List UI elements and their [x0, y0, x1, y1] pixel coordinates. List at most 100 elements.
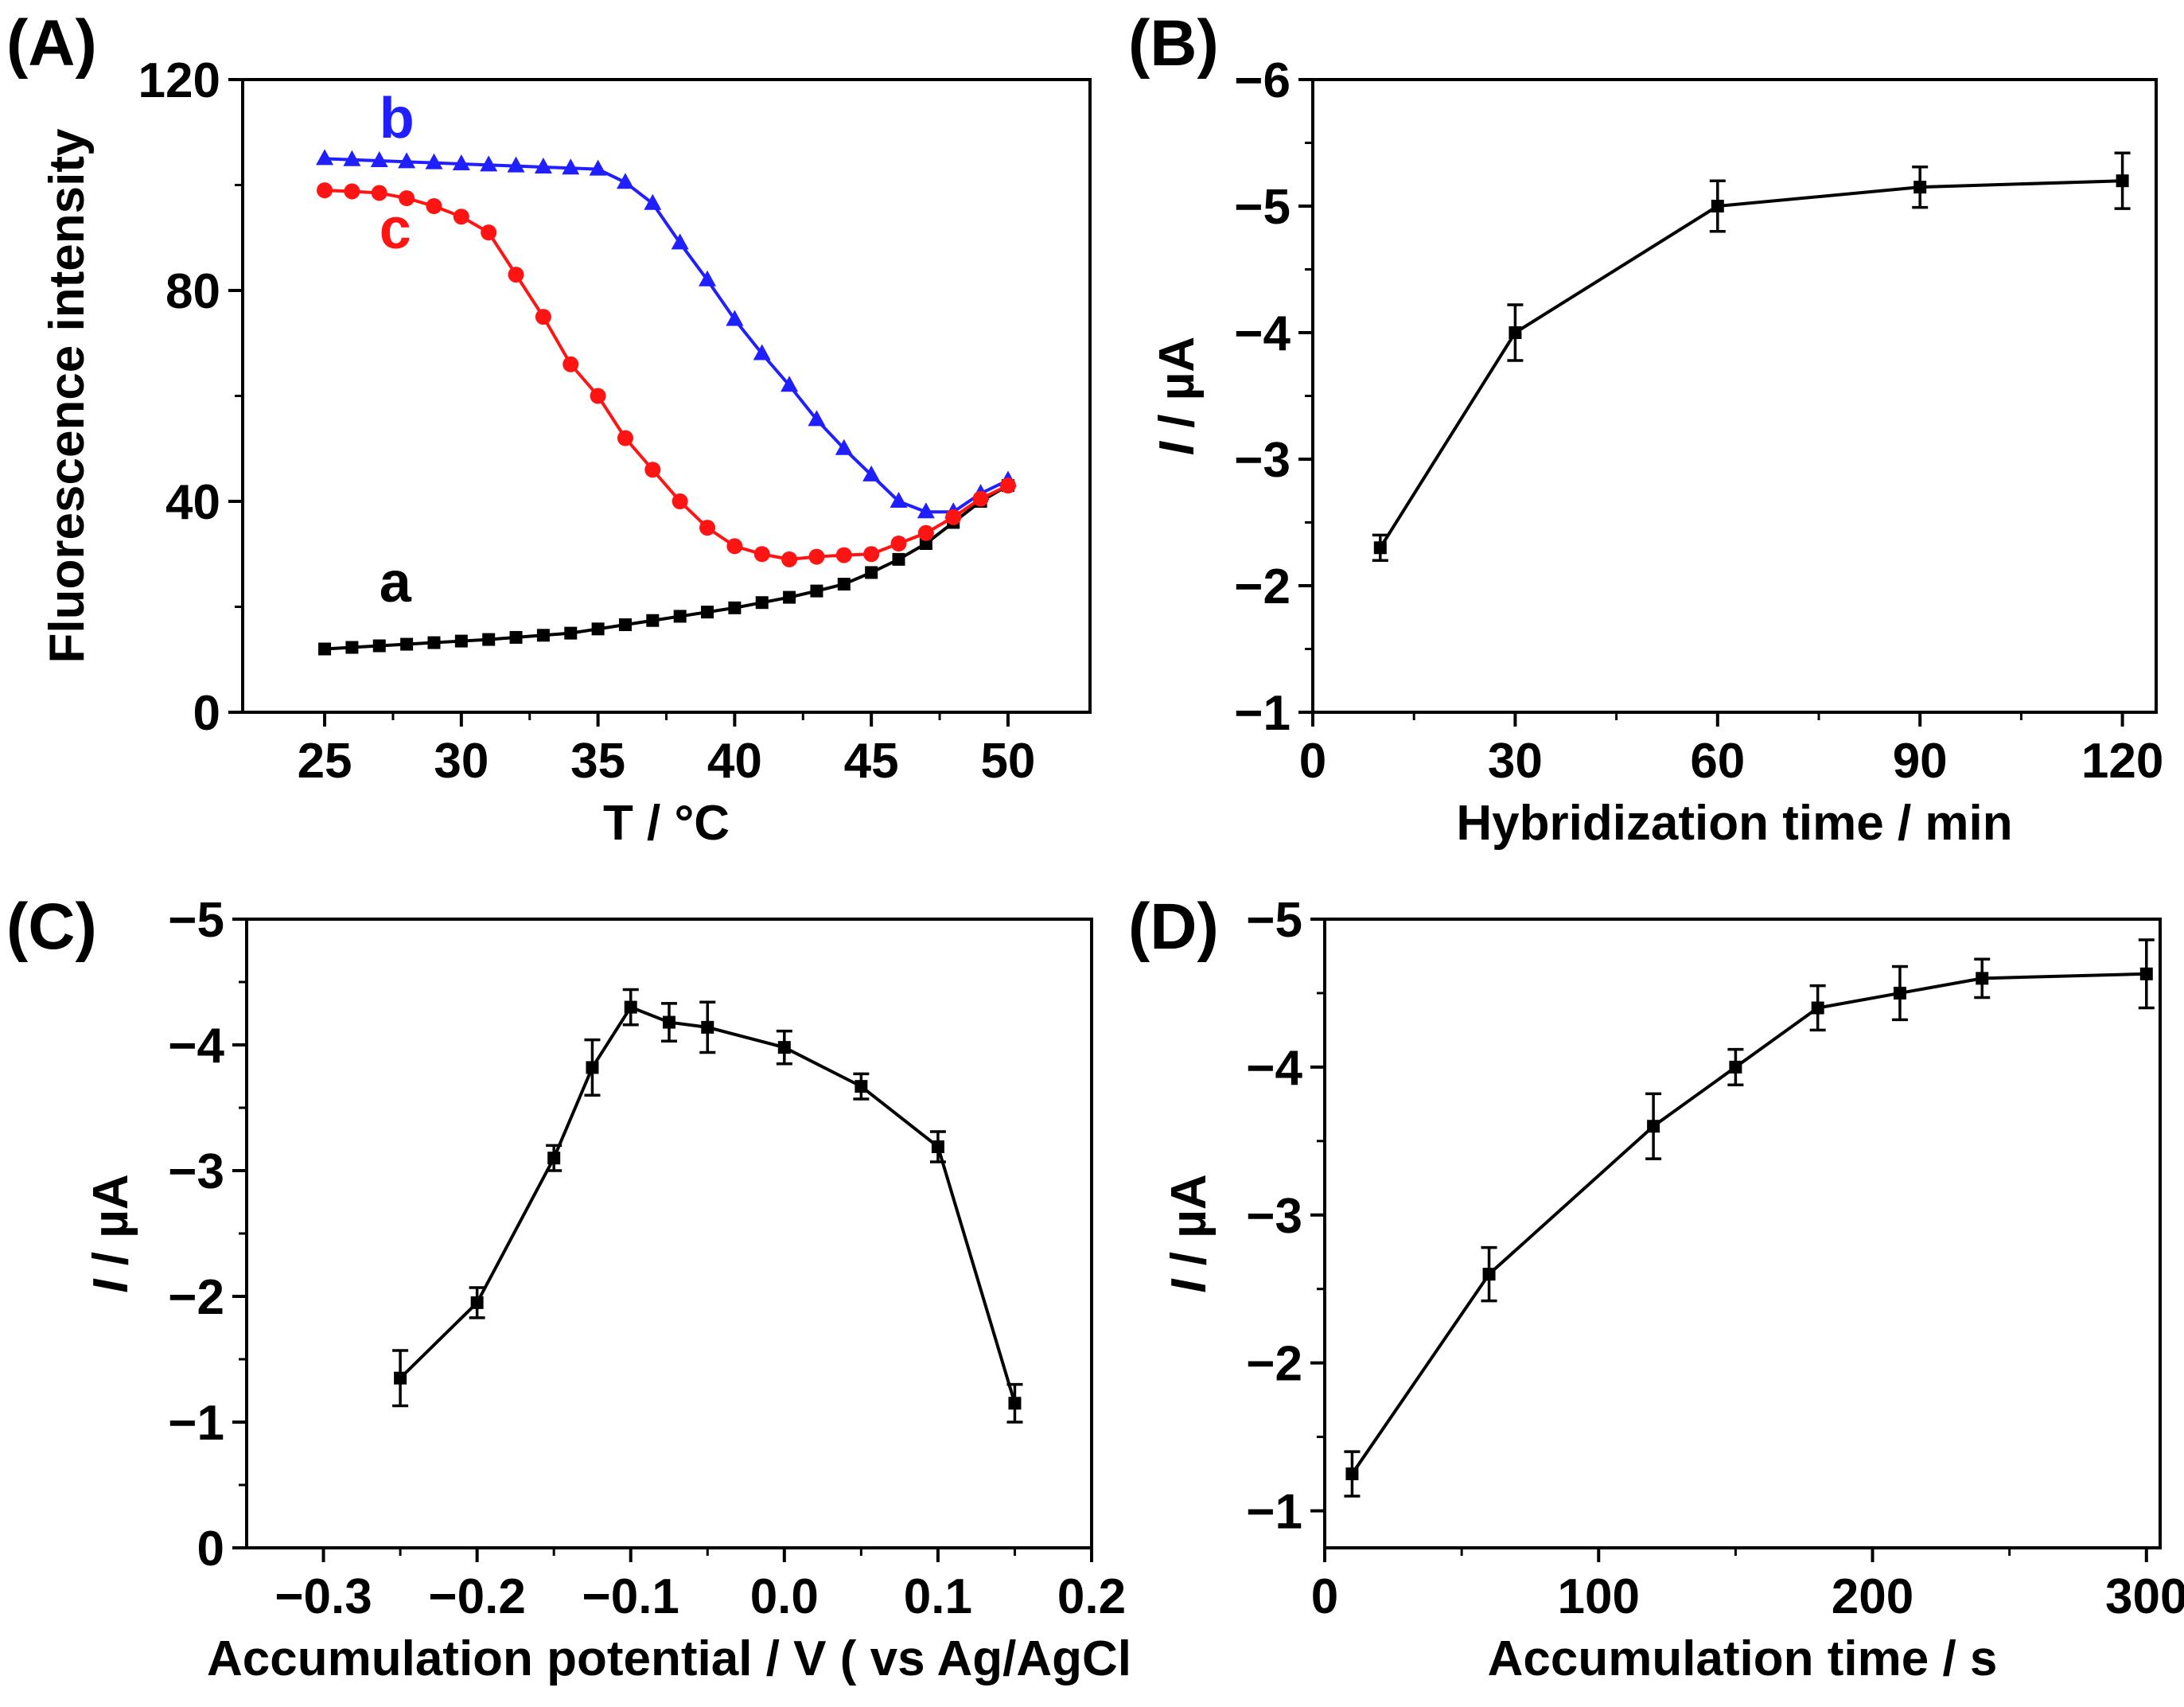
x-tick-label: 0.0	[750, 1569, 819, 1624]
y-axis-title: I / µA	[1162, 1174, 1217, 1292]
data-point	[835, 547, 852, 563]
y-tick-label: 120	[138, 53, 220, 108]
panel-c: −0.3 −0.2 −0.1 0.0 0.1 0.2 0 −1 −2 −3 −4 −5 (C) Accum…	[6, 891, 1131, 1686]
data-point	[855, 1080, 868, 1093]
x-tick-label: 100	[1558, 1569, 1640, 1624]
x-tick-label: −0.1	[582, 1569, 679, 1624]
data-point	[781, 551, 798, 567]
data-point	[344, 183, 360, 200]
data-point	[426, 198, 442, 214]
data-point	[2116, 174, 2129, 188]
y-axis-title-symbol: I	[1162, 1278, 1217, 1293]
data-point	[400, 637, 414, 651]
data-point	[672, 493, 688, 509]
data-point	[1711, 200, 1724, 212]
data-point	[482, 633, 496, 646]
data-point	[564, 626, 578, 640]
data-point	[917, 524, 934, 541]
data-point	[398, 152, 416, 169]
y-tick-label: −5	[1246, 893, 1302, 948]
data-point	[318, 642, 332, 656]
y-tick-label: 0	[197, 1522, 224, 1576]
y-tick-label: −4	[1234, 306, 1291, 361]
data-point	[345, 641, 359, 654]
y-tick-label: 40	[165, 475, 220, 530]
x-tick-label: −0.2	[428, 1569, 525, 1624]
y-tick-label: −3	[168, 1144, 224, 1199]
data-point	[699, 520, 716, 536]
y-axis-title-unit: / µA	[1150, 337, 1205, 442]
data-point	[783, 590, 796, 604]
y-tick-label: −1	[1246, 1485, 1302, 1540]
series-b	[316, 149, 1017, 519]
data-point	[646, 614, 660, 627]
data-point	[999, 477, 1016, 494]
data-point	[835, 438, 853, 455]
plot-frame	[1323, 918, 2162, 1549]
panel-letter: (D)	[1128, 891, 1219, 963]
data-point	[931, 1140, 944, 1153]
x-tick-label: 0.1	[904, 1569, 972, 1624]
x-tick-label: 200	[1832, 1569, 1913, 1624]
data-point	[624, 1000, 637, 1014]
data-point	[1976, 972, 1989, 985]
data-point	[865, 566, 878, 579]
x-tick-label: −0.3	[274, 1569, 372, 1624]
data-point	[425, 153, 443, 170]
data-point	[480, 155, 498, 172]
data-point	[917, 502, 935, 519]
data-point	[699, 270, 717, 286]
data-point	[972, 490, 989, 507]
y-tick-label: −1	[168, 1396, 224, 1451]
x-axis-title: T / °C	[603, 796, 730, 851]
series-a	[318, 479, 1014, 656]
series-c	[317, 182, 1016, 567]
x-axis-title: Hybridization time / min	[1456, 796, 2012, 851]
data-point	[1373, 541, 1387, 555]
x-tick-label: 25	[298, 734, 352, 789]
data-point	[1893, 986, 1906, 1000]
data-point	[371, 185, 387, 201]
data-point	[535, 309, 551, 325]
x-tick-label: 30	[1488, 734, 1543, 789]
data-point	[890, 492, 908, 508]
data-point	[534, 157, 552, 173]
data-point	[671, 233, 689, 250]
data-point	[508, 267, 524, 283]
data-point	[1345, 1467, 1359, 1481]
data-point	[673, 610, 687, 623]
curve-label-b: b	[380, 87, 415, 150]
y-tick-label: −2	[1246, 1337, 1302, 1392]
y-tick-label: −6	[1234, 53, 1291, 108]
y-tick-label: −2	[168, 1270, 224, 1325]
y-tick-label: −2	[1234, 559, 1291, 614]
data-point	[1482, 1268, 1496, 1281]
y-tick-label: −5	[168, 893, 224, 948]
data-point	[536, 629, 550, 642]
data-point	[1008, 1397, 1022, 1410]
data-point	[1647, 1120, 1660, 1133]
series-line	[324, 484, 1009, 651]
data-point	[890, 536, 907, 551]
x-tick-label: 0.2	[1057, 1569, 1126, 1624]
x-tick-label: 300	[2105, 1569, 2184, 1624]
x-tick-label: 0	[1311, 1569, 1338, 1624]
x-tick-label: 30	[434, 734, 489, 789]
panel-a: 25 30 35 40 45 50 0 40 80 120 (A) T / °C Fluorescenc…	[6, 7, 1092, 851]
data-point	[837, 578, 851, 591]
series-0	[392, 988, 1023, 1424]
y-axis-title-symbol: I	[84, 1278, 138, 1293]
y-tick-label: −4	[168, 1019, 224, 1074]
data-point	[372, 639, 386, 653]
x-tick-label: 35	[570, 734, 625, 789]
data-point	[507, 156, 525, 173]
data-point	[862, 465, 881, 481]
data-point	[453, 209, 469, 225]
data-point	[701, 606, 714, 619]
data-point	[616, 173, 634, 189]
data-point	[644, 462, 661, 478]
data-point	[892, 552, 905, 566]
data-point	[755, 596, 769, 610]
y-axis-title: Fluorescence intensity	[40, 128, 95, 663]
